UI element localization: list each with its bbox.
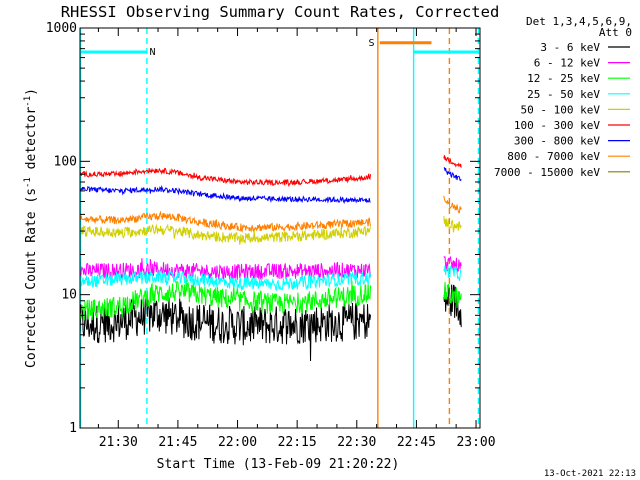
legend-header-0: Det 1,3,4,5,6,9, xyxy=(526,15,632,28)
series-line-4-seg1 xyxy=(79,223,372,245)
y-axis-label-sup1: -1 xyxy=(23,177,33,188)
flag-label-2: S xyxy=(368,38,374,49)
series-line-2-seg1 xyxy=(79,278,372,321)
series-line-5-seg1 xyxy=(79,167,372,188)
footer-date: 13-Oct-2021 22:13 xyxy=(544,469,636,479)
series-line-6-seg2 xyxy=(443,167,462,181)
series-line-3-seg1 xyxy=(79,270,372,292)
flag-bars: NS xyxy=(80,38,479,58)
legend-label-1: 6 - 12 keV xyxy=(534,57,601,70)
chart-title: RHESSI Observing Summary Count Rates, Co… xyxy=(61,3,500,21)
legend: Det 1,3,4,5,6,9,Att 0 3 - 6 keV 6 - 12 keV… xyxy=(494,15,632,179)
series-line-6-seg1 xyxy=(79,184,371,205)
legend-label-6: 300 - 800 keV xyxy=(514,135,600,148)
y-axis-label: Corrected Count Rate (s-1 detector-1) xyxy=(23,88,39,368)
legend-label-8: 7000 - 15000 keV xyxy=(494,166,600,179)
legend-label-4: 50 - 100 keV xyxy=(521,103,601,116)
legend-header-1: Att 0 xyxy=(599,26,632,39)
series-line-5-seg2 xyxy=(443,155,462,168)
y-axis-label-mid: detector xyxy=(24,107,39,178)
axis-ticks: 21:30 21:45 22:00 22:15 22:30 22:45 23:00 1 10 10… xyxy=(46,21,496,450)
x-tick-label-1: 21:45 xyxy=(158,435,197,450)
axes-box xyxy=(79,27,481,429)
legend-label-3: 25 - 50 keV xyxy=(527,88,600,101)
y-tick-label-3: 1000 xyxy=(46,21,77,36)
series-line-3-seg2 xyxy=(443,264,462,282)
series-line-0-seg1 xyxy=(79,295,372,362)
y-tick-label-1: 10 xyxy=(61,288,77,303)
flag-label-0: N xyxy=(149,47,155,58)
series-lines xyxy=(79,155,462,362)
x-tick-label-0: 21:30 xyxy=(99,435,138,450)
legend-label-7: 800 - 7000 keV xyxy=(507,150,600,163)
y-tick-label-2: 100 xyxy=(54,154,77,169)
y-axis-label-end: ) xyxy=(24,88,39,96)
series-line-7-seg2 xyxy=(443,195,462,214)
plot-content xyxy=(79,28,480,428)
series-line-4-seg2 xyxy=(443,216,462,233)
series-line-0-seg2 xyxy=(443,283,462,328)
y-tick-label-0: 1 xyxy=(69,421,77,436)
x-tick-label-5: 22:45 xyxy=(397,435,436,450)
x-tick-label-2: 22:00 xyxy=(218,435,257,450)
legend-label-0: 3 - 6 keV xyxy=(540,41,600,54)
series-line-1-seg2 xyxy=(443,256,462,274)
legend-label-5: 100 - 300 keV xyxy=(514,119,600,132)
x-tick-label-3: 22:15 xyxy=(278,435,317,450)
x-tick-label-6: 23:00 xyxy=(456,435,495,450)
x-tick-label-4: 22:30 xyxy=(337,435,376,450)
x-axis-label: Start Time (13-Feb-09 21:20:22) xyxy=(157,457,400,472)
series-line-2-seg2 xyxy=(443,281,462,309)
legend-label-2: 12 - 25 keV xyxy=(527,72,600,85)
series-line-1-seg1 xyxy=(79,258,372,281)
series-line-7-seg1 xyxy=(79,210,372,233)
y-axis-label-main: Corrected Count Rate (s xyxy=(24,188,39,368)
y-axis-label-sup2: -1 xyxy=(23,96,33,107)
